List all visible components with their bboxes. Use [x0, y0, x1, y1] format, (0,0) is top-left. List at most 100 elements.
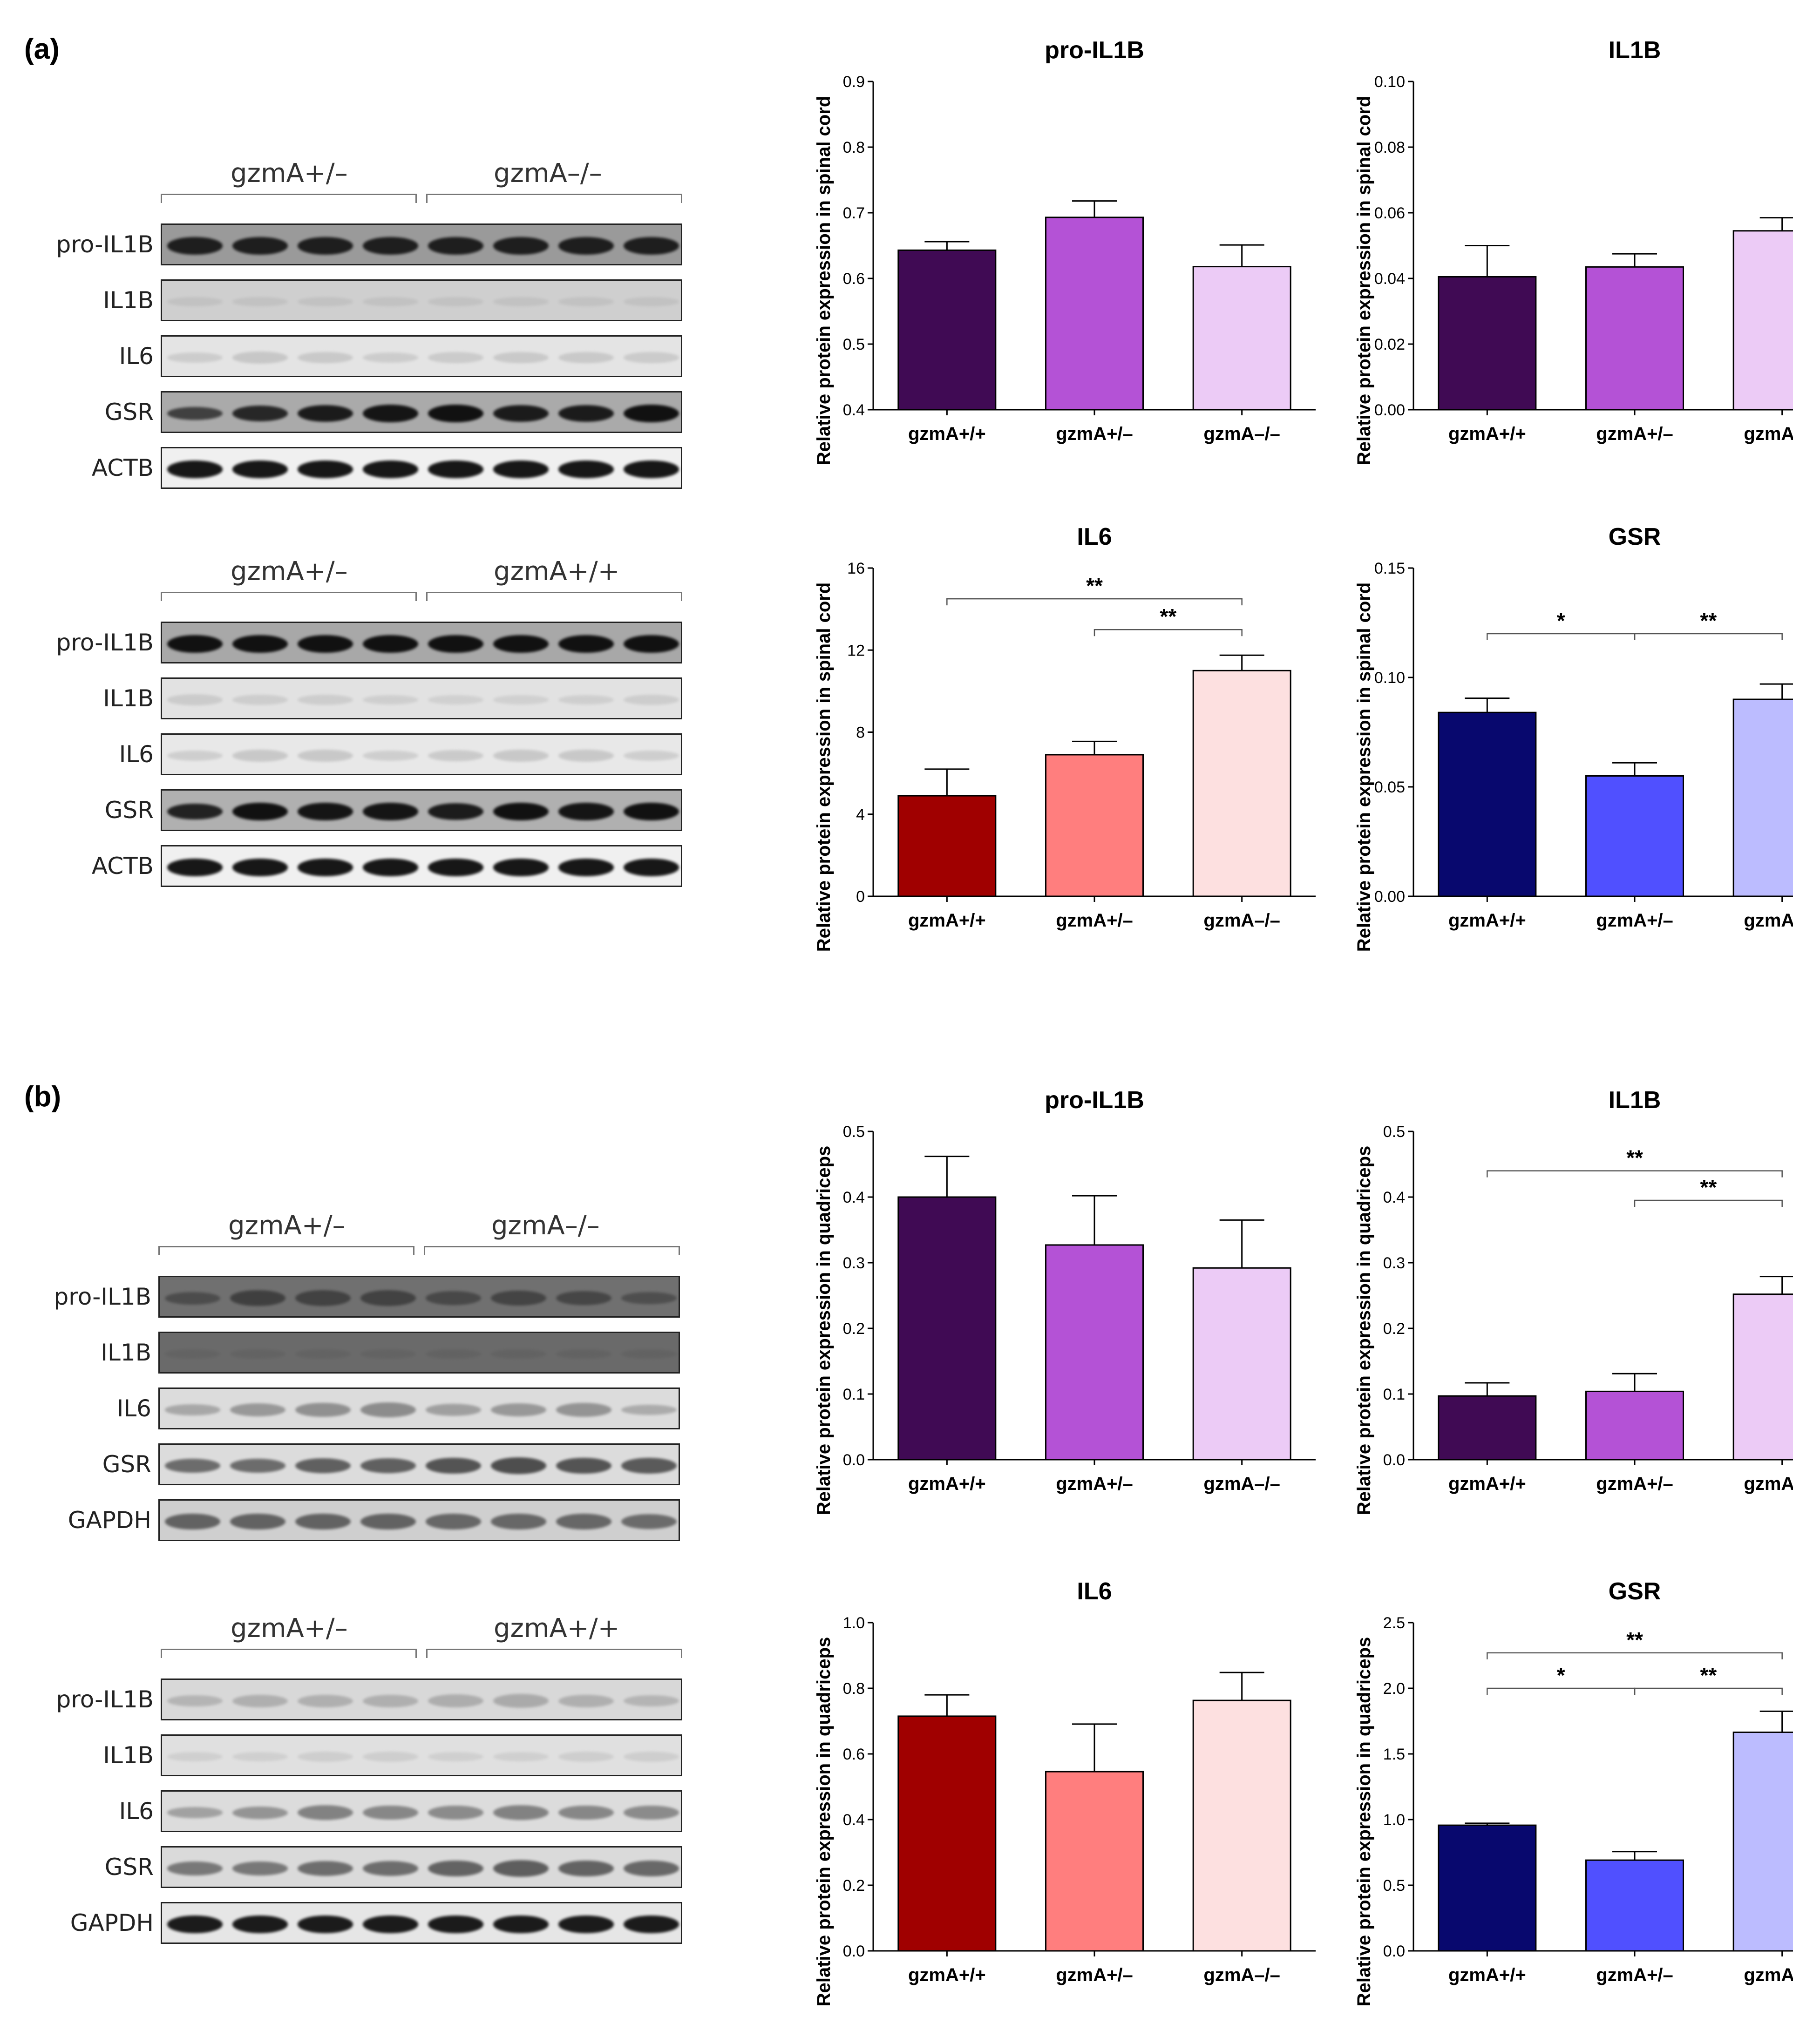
blot-band — [232, 1752, 288, 1762]
significance-bracket — [1634, 1199, 1783, 1207]
bar — [897, 1196, 997, 1461]
x-tick-label: gzmA–/– — [1203, 910, 1280, 931]
blot-band — [297, 803, 353, 820]
blot-row: IL1B — [103, 677, 682, 719]
blot-row: IL6 — [119, 1790, 682, 1832]
blot-band — [164, 1292, 220, 1305]
y-tick-label: 0.10 — [1374, 73, 1405, 91]
blot-band — [425, 1404, 481, 1416]
bar-chart-svg: IL1B Relative protein expression in quadr… — [1354, 1087, 1793, 1515]
blot-band — [621, 1349, 677, 1359]
genotype-group-label: gzmA+/+ — [494, 556, 620, 587]
chart-quadriceps-pro-il1b: pro-IL1B Relative protein expression in q… — [801, 1083, 1327, 1553]
x-tick-label: gzmA+/+ — [1448, 910, 1526, 931]
blot-band — [556, 1349, 611, 1359]
chart-spinal-pro-il1b: pro-IL1B Relative protein expression in s… — [801, 33, 1327, 503]
significance-label: ** — [1160, 604, 1176, 629]
group-bracket — [161, 592, 417, 601]
blot-row: IL6 — [117, 1387, 680, 1429]
blot-band — [493, 405, 549, 422]
blot-row: IL6 — [119, 335, 682, 377]
blot-band — [362, 297, 418, 306]
protein-label: ACTB — [91, 454, 154, 481]
blot-strip — [161, 223, 682, 265]
blot-strip — [161, 1846, 682, 1888]
bar-chart-svg: pro-IL1B Relative protein expression in q… — [814, 1087, 1316, 1516]
blot-row: GAPDH — [68, 1499, 680, 1541]
bar — [1732, 1293, 1793, 1461]
chart-title: pro-IL1B — [1045, 1087, 1144, 1114]
y-tick-label: 0.4 — [843, 401, 865, 419]
protein-label: GSR — [102, 1451, 151, 1478]
blot-band — [362, 803, 418, 820]
y-tick-label: 0.1 — [1383, 1386, 1405, 1403]
blot-band — [623, 1915, 679, 1933]
blot-band — [167, 694, 223, 705]
blot-band — [558, 1805, 614, 1820]
blot-band — [297, 460, 353, 478]
bar — [1045, 1771, 1144, 1952]
blot-strip — [161, 733, 682, 775]
group-bracket — [161, 1649, 417, 1658]
blot-band — [167, 1807, 223, 1818]
protein-label: pro-IL1B — [56, 629, 154, 656]
significance-label: * — [1557, 1663, 1565, 1687]
blot-band — [164, 1349, 220, 1359]
y-axis-label: Relative protein expression in quadricep… — [814, 1146, 834, 1516]
panel-label-b: (b) — [24, 1081, 61, 1113]
protein-label: IL1B — [103, 287, 154, 314]
blot-band — [297, 1915, 353, 1933]
y-tick-label: 0.2 — [843, 1877, 865, 1895]
blot-band — [232, 859, 288, 876]
x-tick-label: gzmA+/– — [1056, 1965, 1133, 1985]
blot-strip — [161, 789, 682, 831]
bar — [1438, 1824, 1537, 1952]
blot-band — [167, 1861, 223, 1875]
blot-band — [493, 695, 549, 704]
blot-band — [362, 237, 418, 255]
y-tick-label: 0.02 — [1374, 336, 1405, 353]
blot-band — [295, 1290, 351, 1306]
blot-band — [428, 1915, 483, 1933]
blot-band — [623, 460, 679, 478]
blot-band — [428, 404, 483, 423]
x-tick-label: gzmA–/– — [1203, 1474, 1280, 1494]
blot-band — [623, 237, 679, 255]
blot-band — [297, 1752, 353, 1762]
blot-strip — [161, 335, 682, 377]
chart-spinal-gsr: GSR Relative protein expression in spinal… — [1341, 519, 1793, 989]
blot-band — [490, 1514, 546, 1530]
blot-row: pro-IL1B — [56, 1679, 682, 1720]
x-tick-label: gzmA–/– — [1744, 910, 1793, 931]
x-tick-label: gzmA+/– — [1596, 1965, 1673, 1985]
blot-band — [167, 635, 223, 653]
significance-bracket — [1487, 633, 1636, 640]
blot-band — [623, 751, 679, 761]
blot-row: GSR — [105, 391, 682, 433]
x-tick-label: gzmA+/+ — [1448, 424, 1526, 444]
x-tick-label: gzmA–/– — [1203, 1965, 1280, 1985]
chart-quadriceps-il6: IL6 Relative protein expression in quadri… — [801, 1574, 1327, 2044]
blot-band — [428, 750, 483, 762]
blot-band — [558, 237, 614, 255]
bar-chart-svg: IL1B Relative protein expression in spina… — [1354, 37, 1793, 465]
blot-band — [362, 1805, 418, 1820]
blot-band — [621, 1405, 677, 1415]
blot-band — [493, 1694, 549, 1708]
blot-band — [428, 237, 483, 255]
blot-band — [556, 1291, 611, 1306]
y-tick-label: 0.06 — [1374, 204, 1405, 222]
x-tick-label: gzmA+/+ — [908, 910, 986, 931]
chart-title: IL6 — [1077, 1578, 1112, 1605]
y-tick-label: 0.15 — [1374, 560, 1405, 577]
blot-row: IL1B — [101, 1332, 680, 1374]
protein-label: IL1B — [101, 1339, 151, 1366]
y-tick-label: 0.5 — [843, 336, 865, 353]
bar — [1045, 1244, 1144, 1461]
y-tick-label: 0.04 — [1374, 270, 1405, 288]
panel-label-a: (a) — [24, 33, 60, 65]
x-tick-label: gzmA+/+ — [1448, 1474, 1526, 1494]
blot-band — [558, 635, 614, 653]
blot-band — [362, 695, 418, 705]
y-axis-label: Relative protein expression in quadricep… — [814, 1637, 834, 2007]
